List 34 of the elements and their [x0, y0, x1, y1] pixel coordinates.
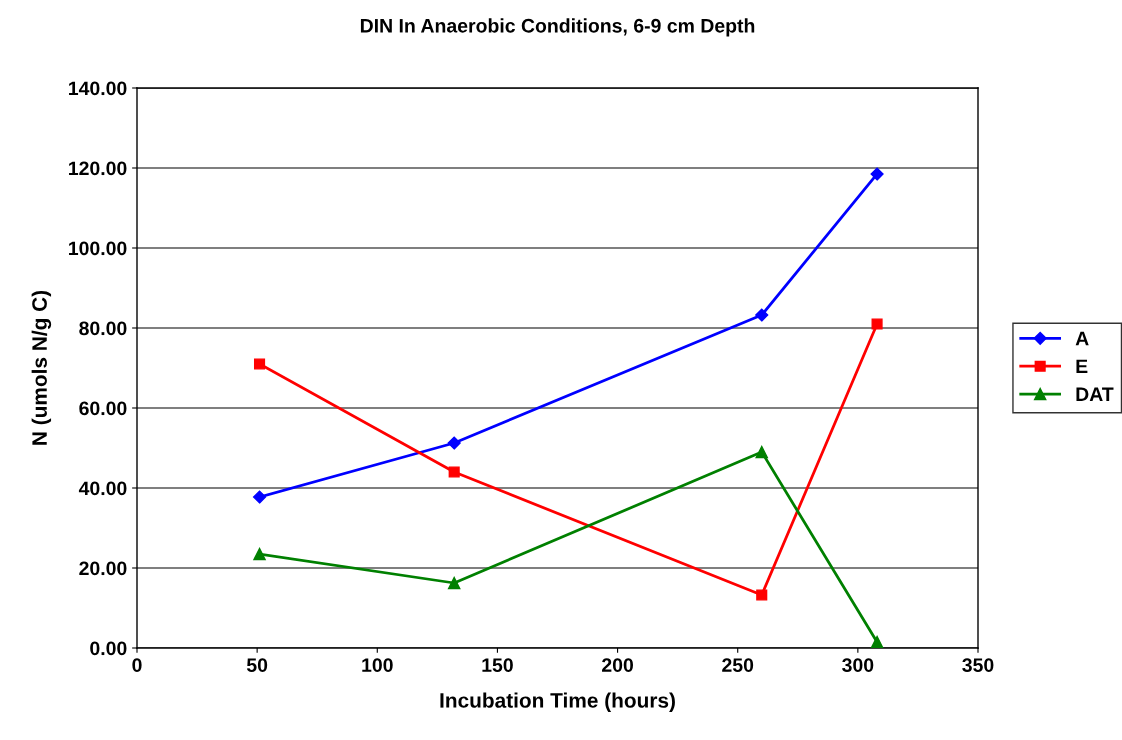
point [870, 167, 884, 181]
point [252, 490, 267, 504]
point [447, 576, 461, 590]
legend-label: A [1075, 331, 1089, 346]
point [253, 358, 266, 370]
point [253, 547, 266, 561]
point [448, 466, 460, 478]
x-tick-label: 150 [482, 658, 513, 672]
point [755, 445, 768, 459]
point [447, 436, 461, 450]
point [871, 318, 883, 330]
y-tick-label: 80.00 [79, 321, 127, 336]
x-tick-label: 200 [602, 658, 633, 672]
x-tick-label: 250 [722, 658, 754, 672]
y-tick-label: 100.00 [69, 241, 127, 256]
x-axis-title: Incubation Time (hours) [440, 692, 675, 712]
point [756, 589, 768, 601]
x-tick-label: 350 [962, 658, 994, 673]
x-tick-label: 300 [842, 658, 874, 673]
y-tick-label: 60.00 [79, 401, 127, 416]
x-tick-label: 50 [246, 658, 268, 672]
y-tick-label: 0.00 [90, 641, 127, 656]
y-axis-title: N (umols N/g C) [31, 290, 52, 445]
point [755, 308, 769, 322]
y-tick-label: 120.00 [69, 161, 127, 176]
chart-title: DIN In Anaerobic Conditions, 6-9 cm Depth [360, 18, 755, 37]
y-tick-label: 140.00 [69, 81, 127, 96]
x-tick-label: 0 [132, 658, 142, 672]
legend-label: E [1076, 359, 1088, 374]
legend-label: DAT [1076, 387, 1114, 401]
y-tick-label: 40.00 [78, 481, 127, 496]
point [870, 635, 884, 648]
y-tick-label: 20.00 [79, 561, 127, 576]
x-tick-label: 100 [362, 658, 393, 672]
